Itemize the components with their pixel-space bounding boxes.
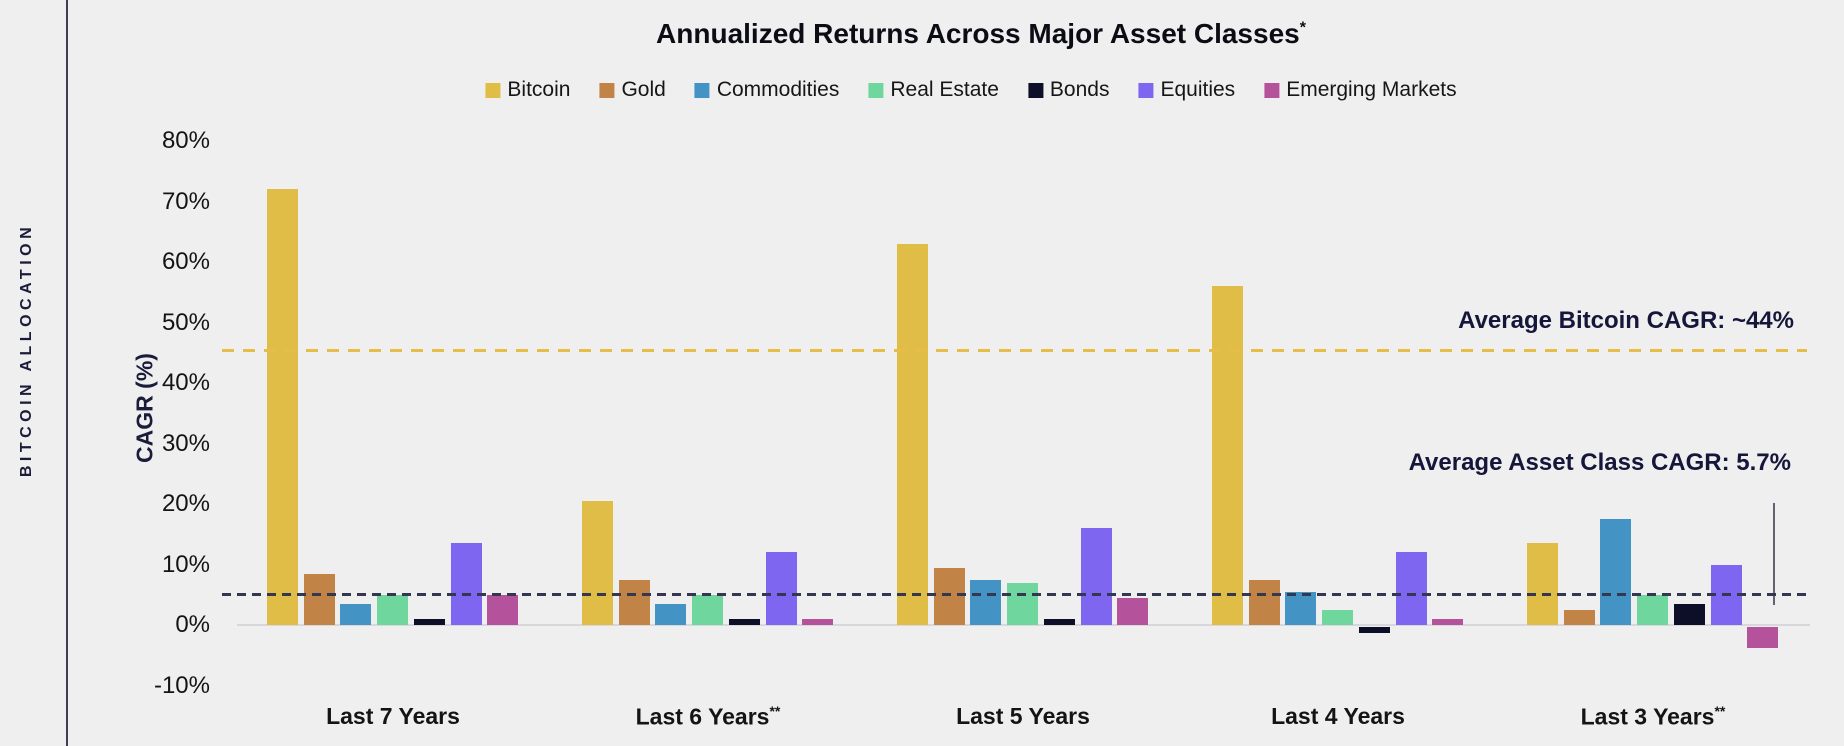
y-tick-label: 60%	[161, 248, 210, 275]
bar-emerging-markets-last-4-years	[1432, 619, 1463, 625]
y-tick-label: -10%	[153, 672, 210, 699]
bar-equities-last-4-years	[1396, 552, 1427, 625]
x-category-label: Last 6 Years**	[636, 703, 781, 731]
bar-equities-last-6-years	[766, 552, 797, 625]
average-line-1	[222, 593, 1807, 596]
x-category-label: Last 7 Years	[326, 703, 460, 730]
legend-item-real-estate: Real Estate	[868, 78, 999, 102]
legend-label: Equities	[1160, 78, 1236, 101]
bar-equities-last-7-years	[451, 543, 482, 625]
legend: Bitcoin Gold Commodities Real Estate Bonds Eq…	[485, 78, 1457, 102]
sidebar-vertical-label: BITCOIN ALLOCATION	[18, 222, 35, 478]
legend-item-bitcoin: Bitcoin	[485, 78, 570, 102]
x-category-footnote-mark: **	[1714, 703, 1726, 719]
bar-commodities-last-4-years	[1285, 592, 1316, 625]
chart-title-asterisk: *	[1299, 19, 1306, 37]
legend-swatch-icon	[599, 82, 615, 98]
average-line-0	[222, 349, 1807, 352]
bar-commodities-last-5-years	[970, 580, 1001, 625]
legend-swatch-icon	[868, 82, 884, 98]
legend-item-equities: Equities	[1138, 78, 1235, 102]
legend-swatch-icon	[485, 82, 501, 98]
bar-emerging-markets-last-5-years	[1117, 598, 1148, 625]
sidebar-divider-line	[66, 0, 68, 746]
legend-label: Bonds	[1049, 78, 1110, 101]
legend-item-bonds: Bonds	[1027, 78, 1110, 102]
bar-bonds-last-6-years	[729, 619, 760, 625]
bar-bonds-last-3-years	[1674, 604, 1705, 625]
y-tick-label: 30%	[161, 430, 210, 457]
bar-real-estate-last-7-years	[377, 595, 408, 625]
x-category-label: Last 5 Years	[956, 703, 1090, 730]
y-tick-label: 20%	[161, 490, 210, 517]
legend-label: Emerging Markets	[1286, 78, 1457, 101]
bar-bitcoin-last-4-years	[1212, 286, 1243, 625]
x-category-footnote-mark: **	[769, 703, 781, 719]
bar-emerging-markets-last-7-years	[487, 595, 518, 625]
x-category-label-text: Last 5 Years	[956, 703, 1090, 729]
bar-bonds-last-4-years	[1359, 627, 1390, 633]
bar-bitcoin-last-7-years	[267, 189, 298, 625]
bar-gold-last-7-years	[304, 574, 335, 625]
y-tick-label: 50%	[161, 309, 210, 336]
bar-commodities-last-3-years	[1600, 519, 1631, 625]
bar-real-estate-last-3-years	[1637, 595, 1668, 625]
bar-gold-last-3-years	[1564, 610, 1595, 625]
chart-title: Annualized Returns Across Major Asset Cl…	[656, 18, 1306, 50]
y-tick-label: 10%	[161, 551, 210, 578]
legend-swatch-icon	[694, 82, 710, 98]
bar-real-estate-last-4-years	[1322, 610, 1353, 625]
bar-bitcoin-last-5-years	[897, 244, 928, 625]
legend-label: Bitcoin	[507, 78, 571, 101]
bar-bitcoin-last-3-years	[1527, 543, 1558, 625]
vertical-marker-line	[1773, 503, 1775, 605]
legend-item-gold: Gold	[599, 78, 666, 102]
bar-real-estate-last-5-years	[1007, 583, 1038, 625]
bar-bonds-last-5-years	[1044, 619, 1075, 625]
x-category-label: Last 3 Years**	[1581, 703, 1726, 731]
bar-bonds-last-7-years	[414, 619, 445, 625]
bar-real-estate-last-6-years	[692, 595, 723, 625]
legend-swatch-icon	[1264, 82, 1280, 98]
x-category-label: Last 4 Years	[1271, 703, 1405, 730]
x-category-label-text: Last 7 Years	[326, 703, 460, 729]
legend-swatch-icon	[1138, 82, 1154, 98]
bar-gold-last-5-years	[934, 568, 965, 625]
bar-equities-last-5-years	[1081, 528, 1112, 625]
x-category-label-text: Last 6 Years	[635, 703, 770, 730]
y-tick-label: 70%	[161, 188, 210, 215]
bar-gold-last-6-years	[619, 580, 650, 625]
y-tick-label: 40%	[161, 369, 210, 396]
annotation-label-0: Average Bitcoin CAGR: ~44%	[1458, 307, 1794, 334]
x-axis-baseline	[237, 624, 1810, 626]
chart-title-text: Annualized Returns Across Major Asset Cl…	[656, 18, 1300, 49]
bar-emerging-markets-last-3-years	[1747, 627, 1778, 648]
legend-label: Real Estate	[890, 78, 999, 101]
bar-emerging-markets-last-6-years	[802, 619, 833, 625]
legend-swatch-icon	[1027, 82, 1043, 98]
bar-gold-last-4-years	[1249, 580, 1280, 625]
legend-label: Gold	[621, 78, 666, 101]
annotation-label-1: Average Asset Class CAGR: 5.7%	[1408, 449, 1791, 476]
x-category-label-text: Last 3 Years	[1580, 703, 1715, 730]
bar-commodities-last-7-years	[340, 604, 371, 625]
legend-label: Commodities	[716, 78, 840, 101]
bar-commodities-last-6-years	[655, 604, 686, 625]
legend-item-emerging-markets: Emerging Markets	[1264, 78, 1457, 102]
bar-bitcoin-last-6-years	[582, 501, 613, 625]
y-tick-label: 80%	[161, 127, 210, 154]
y-tick-label: 0%	[175, 611, 210, 638]
legend-item-commodities: Commodities	[694, 78, 840, 102]
x-category-label-text: Last 4 Years	[1271, 703, 1405, 729]
